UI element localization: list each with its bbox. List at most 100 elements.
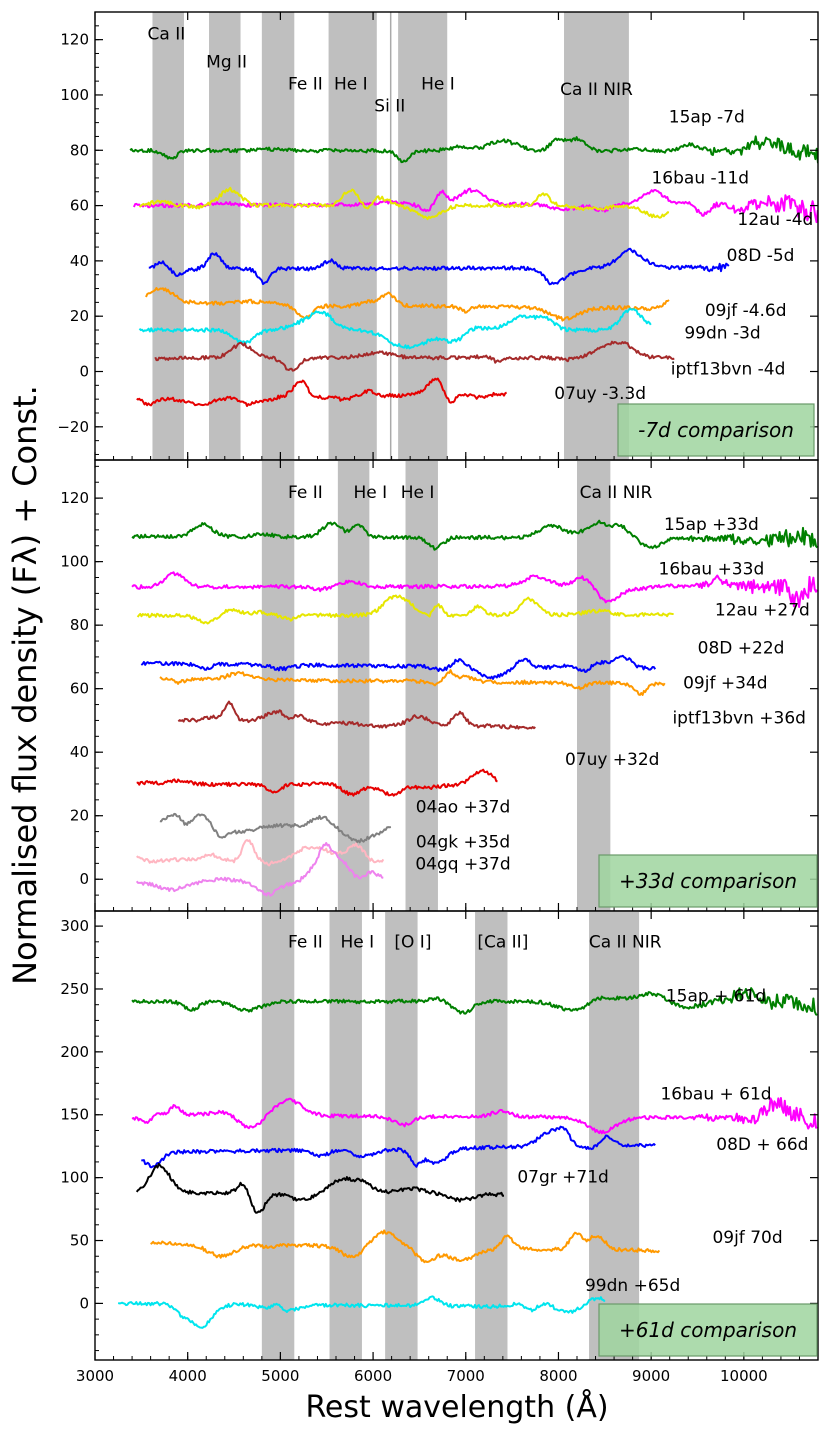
comparison-badge [598,1303,818,1357]
y-axis-label: Normalised flux density (Fλ) + Const. [6,385,44,985]
spectrum-07uy-32d [136,768,498,797]
y-tick-label: 60 [70,197,89,215]
spectrum-08d-22d [140,654,657,680]
band-label-fe-ii: Fe II [288,74,323,94]
series-label-12au-27d: 12au +27d [715,601,810,621]
series-label-04gq-37d: 04gq +37d [415,855,510,875]
y-tick-label: 0 [79,363,89,381]
spectrum-09jf-4-6d [145,287,670,322]
spectrum-15ap-33d [131,519,818,551]
spectrum-16bau-61d [131,1097,818,1135]
band-label-ca-ii: [Ca II] [477,932,528,952]
series-label-iptf13bvn-36d: iptf13bvn +36d [672,709,806,729]
spectrum-09jf-70d [150,1229,661,1264]
band-ca-ii-nir-4 [589,911,640,1360]
band-label-he-i: He I [334,74,368,94]
x-tick-label: 9000 [632,1367,670,1385]
x-tick-label: 7000 [447,1367,485,1385]
axes-frame [94,910,819,1361]
series-label-15ap-33d: 15ap +33d [664,515,759,535]
spectrum-08d-66d [141,1125,656,1169]
spectrum-09jf-34d [159,669,666,696]
x-tick-label: 6000 [354,1367,392,1385]
band-label-he-i: He I [401,483,435,503]
y-tick-label: 120 [60,489,89,507]
spectrum-12au-4d [138,186,670,221]
y-tick-label: 80 [70,141,89,159]
spectrum-07uy-3-3d [136,377,508,407]
axes-frame [94,11,819,461]
comparison-label: -7d comparison [638,418,794,442]
band-he-i-4 [398,12,448,460]
spectrum-08d-5d [148,247,730,286]
spectrum-07gr-71d [135,1162,504,1214]
y-tick-label: 40 [70,743,89,761]
y-tick-label: 60 [70,680,89,698]
spectrum-iptf13bvn-36d [177,700,536,730]
band-he-i-2 [405,460,438,911]
y-tick-label: 120 [60,31,89,49]
x-tick-label: 5000 [261,1367,299,1385]
band-label-he-i: He I [421,74,455,94]
y-tick-label: −20 [57,418,89,436]
band-label-he-i: He I [340,932,374,952]
y-tick-label: 0 [79,870,89,888]
band-label-ca-ii-nir: Ca II NIR [580,483,653,503]
y-tick-label: 100 [60,1169,89,1187]
series-label-99dn-3d: 99dn -3d [684,323,760,343]
series-label-09jf-4-6d: 09jf -4.6d [705,301,787,321]
x-tick-label: 10000 [720,1367,768,1385]
band-he-i-3 [328,12,377,460]
series-label-iptf13bvn-4d: iptf13bvn -4d [671,359,786,379]
band-mg-ii-1 [209,12,241,460]
series-label-04gk-35d: 04gk +35d [416,832,510,852]
series-label-08d-66d: 08D + 66d [716,1135,808,1155]
panel-middle: 0 20 40 60 80 100 120 Fe II He I He I Ca II NIR 15a… [60,459,819,912]
band-o-i-2 [385,911,418,1360]
y-tick-label: 20 [70,807,89,825]
band-label-fe-ii: Fe II [288,932,323,952]
spectrum-16bau-11d [132,187,818,224]
spectrum-99dn-3d [138,307,652,350]
band-label-o-i: [O I] [394,932,431,952]
band-he-i-1 [329,911,362,1360]
band-fe-ii-2 [261,12,295,460]
y-tick-label: 300 [60,917,89,935]
x-tick-label: 3000 [76,1367,114,1385]
series-label-99dn-65d: 99dn +65d [585,1276,680,1296]
band-ca-ii-nir-3 [577,460,611,911]
series-label-04ao-37d: 04ao +37d [416,798,511,818]
series-label-09jf-70d: 09jf 70d [712,1228,782,1248]
y-tick-label: 0 [79,1294,89,1312]
spectrum-12au-27d [136,594,674,625]
y-tick-label: 100 [60,86,89,104]
series-label-15ap-61d: 15ap + 61d [666,987,766,1007]
spectrum-15ap-61d [131,987,818,1016]
y-tick-label: 40 [70,252,89,270]
y-tick-label: 80 [70,616,89,634]
series-label-08d-5d: 08D -5d [727,246,795,266]
series-label-07uy-32d: 07uy +32d [565,750,660,770]
y-tick-label: 250 [60,980,89,998]
series-label-12au-4d: 12au -4d [737,210,813,230]
y-tick-label: 150 [60,1106,89,1124]
panel-top: −20 0 20 40 60 80 100 120 Ca II Mg II Fe II He I He … [57,11,819,461]
x-axis-label: Rest wavelength (Å) [305,1389,608,1425]
spectrum-04ao-37d [159,812,392,844]
y-tick-label: 20 [70,307,89,325]
band-he-i-1 [337,460,370,911]
band-label-ca-ii-nir: Ca II NIR [589,932,662,952]
band-label-he-i: He I [353,483,387,503]
comparison-label: +33d comparison [619,869,797,893]
band-label-mg-ii: Mg II [206,52,247,72]
band-label-fe-ii: Fe II [288,483,323,503]
comparison-badge [598,854,818,908]
y-tick-label: 100 [60,553,89,571]
series-label-07gr-71d: 07gr +71d [517,1168,608,1188]
spectrum-16bau-33d [131,571,818,608]
series-label-16bau-61d: 16bau + 61d [660,1085,771,1105]
series-label-08d-22d: 08D +22d [698,639,785,659]
comparison-label: +61d comparison [619,1318,797,1342]
y-tick-label: 50 [70,1232,89,1250]
band-label-ca-ii-nir: Ca II NIR [560,80,633,100]
